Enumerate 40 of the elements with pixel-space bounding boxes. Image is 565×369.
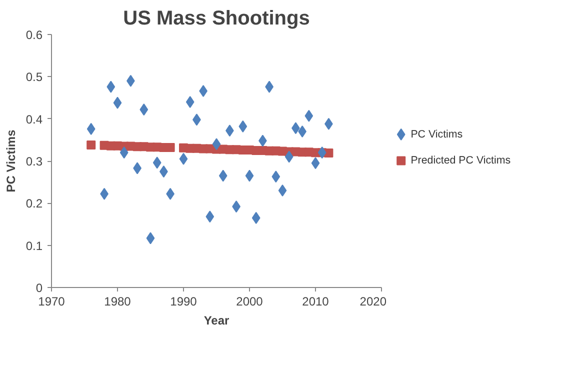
x-tick-label: 2010 <box>302 294 330 308</box>
x-tick-label: 1990 <box>170 294 198 308</box>
x-tick-label: 2000 <box>236 294 264 308</box>
point <box>245 170 254 182</box>
point <box>212 138 221 150</box>
point <box>252 212 260 224</box>
point <box>284 150 294 163</box>
y-tick-label: 0.2 <box>26 196 43 211</box>
y-axis-title: PC Victims <box>4 129 18 192</box>
point <box>120 146 128 159</box>
point <box>278 184 287 197</box>
y-tick-label: 0 <box>36 281 43 295</box>
point <box>272 170 280 183</box>
y-tick-label: 0.1 <box>26 238 43 253</box>
chart-title: US Mass Shootings <box>123 8 310 30</box>
x-tick-label: 1970 <box>38 294 66 308</box>
y-tick-label: 0.4 <box>26 112 43 126</box>
point <box>86 122 96 135</box>
x-axis-title: Year <box>204 314 230 328</box>
point <box>179 152 188 165</box>
y-tick-label: 0.6 <box>26 28 43 42</box>
point <box>106 80 116 93</box>
point <box>146 232 155 244</box>
point <box>238 120 248 132</box>
legend-label: Predicted PC Victims <box>410 154 511 167</box>
point <box>324 148 334 158</box>
point <box>113 96 122 109</box>
point <box>311 157 320 170</box>
x-tick-label: 2020 <box>360 294 387 308</box>
x-tick-label: 1980 <box>104 294 132 308</box>
point <box>140 104 148 116</box>
point <box>86 140 96 150</box>
y-tick-label: 0.3 <box>26 154 43 168</box>
point <box>206 210 214 223</box>
legend-label: PC Victims <box>410 128 463 140</box>
y-tick-label: 0.5 <box>26 70 43 84</box>
point <box>186 96 194 108</box>
point <box>304 110 314 122</box>
point <box>218 170 228 182</box>
point <box>152 156 162 169</box>
